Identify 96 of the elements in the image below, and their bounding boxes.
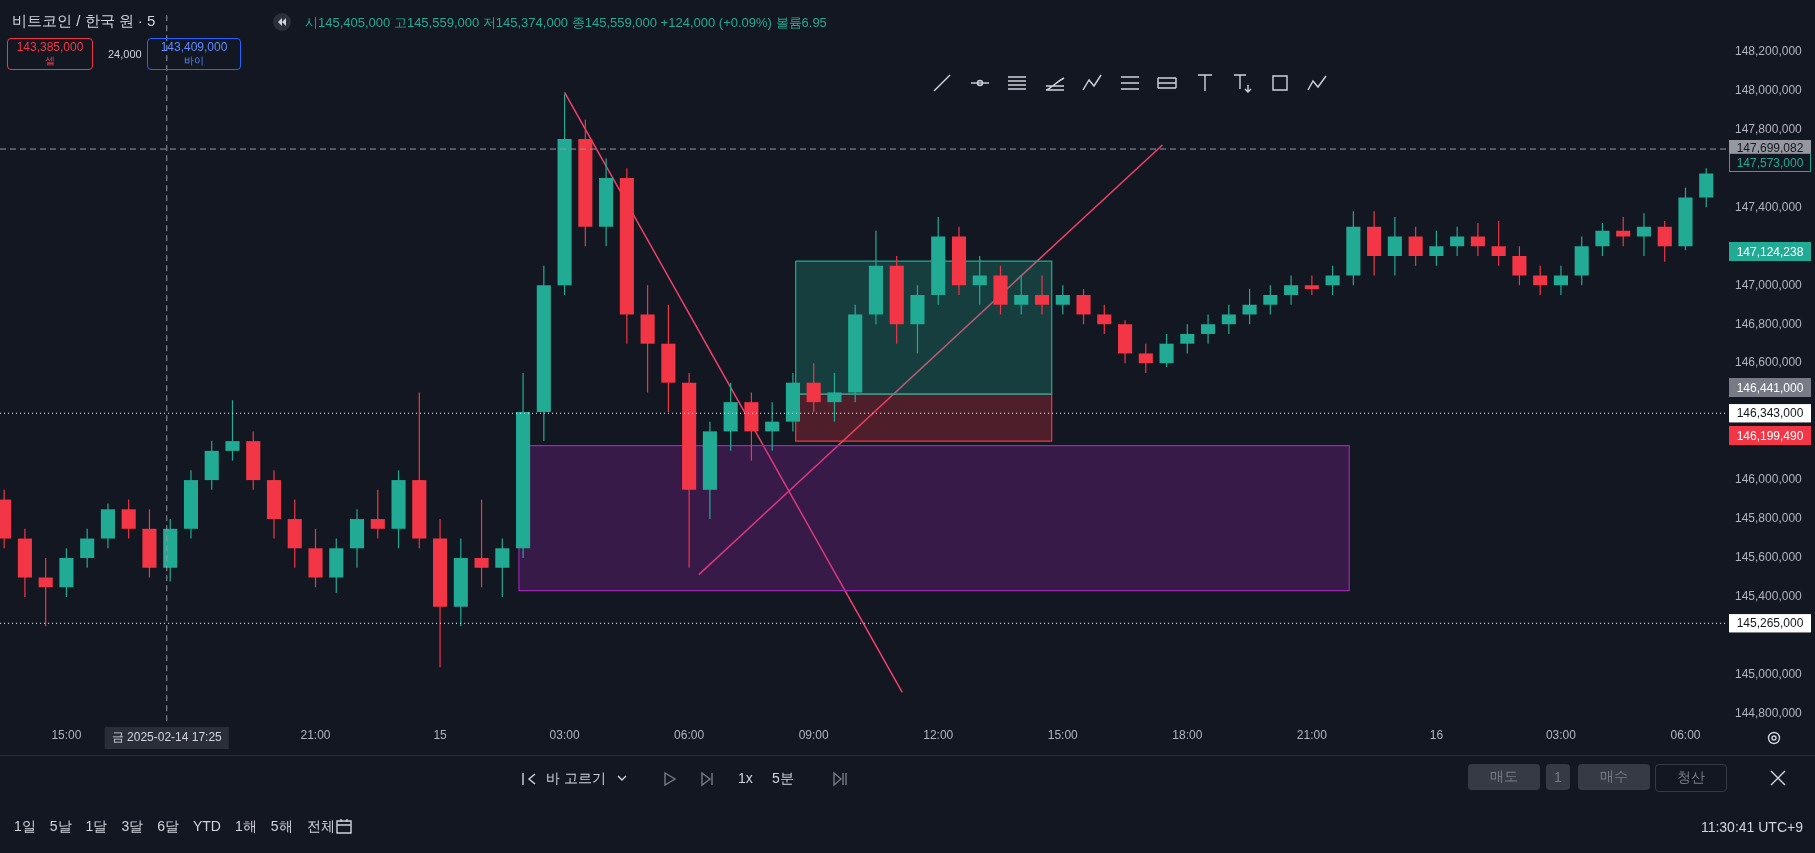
- candlestick: [80, 528, 95, 569]
- y-tick-label: 146,800,000: [1735, 316, 1803, 331]
- text: 147,124,238: [1729, 242, 1811, 261]
- text: 146,441,000: [1729, 378, 1811, 397]
- candlestick: [225, 399, 240, 462]
- candlestick: [1034, 274, 1050, 316]
- text: 매도: [1468, 764, 1540, 790]
- candlestick: [1284, 274, 1299, 306]
- x-tick-label: 15:00: [51, 727, 82, 742]
- x-tick-label: 16: [1429, 727, 1444, 742]
- text: 1x: [738, 770, 753, 786]
- candlestick: [1014, 274, 1029, 316]
- text: 바 고르기: [546, 770, 606, 788]
- ref-line-label: 금 2025-02-14 17:25: [111, 730, 223, 745]
- candlestick: [1491, 220, 1506, 267]
- text: 5해: [270, 818, 293, 836]
- y-tick-label: 147,800,000: [1735, 121, 1803, 136]
- annotation: 143,385,000: [16, 40, 84, 54]
- candlestick: [1429, 230, 1444, 267]
- annotation: 바이: [184, 54, 204, 68]
- x-tick-label: 15: [433, 727, 448, 742]
- x-tick-label: 21:00: [300, 727, 331, 742]
- candlestick: [1263, 284, 1278, 316]
- candlestick: [1699, 167, 1714, 208]
- text: 147,573,000: [1736, 155, 1804, 170]
- y-tick-label: 148,000,000: [1735, 82, 1803, 97]
- x-tick-label: 18:00: [1172, 727, 1203, 742]
- x-tick-label: 03:00: [549, 727, 580, 742]
- text: 1해: [234, 818, 257, 836]
- candlestick: [1533, 265, 1548, 296]
- text: 6달: [157, 818, 179, 836]
- text: 1: [1546, 764, 1570, 790]
- ref-line-label: 146,343,000: [1736, 405, 1804, 420]
- chart-subtitle: 시145,405,000 고145,559,000 저145,374,000 종145,559,000 +124,000 (+0.09%) 볼륨6.95: [305, 14, 827, 32]
- chart-title: 비트코인 / 한국 원 · 5: [12, 12, 156, 31]
- text: 전체: [306, 818, 335, 836]
- x-tick-label: 15:00: [1047, 727, 1079, 742]
- candlestick: [1470, 222, 1485, 257]
- ref-line-label: 147,699,082: [1736, 141, 1804, 156]
- x-tick-label: 09:00: [798, 727, 830, 742]
- annotation: 143,409,000: [160, 40, 228, 54]
- y-tick-label: 147,000,000: [1735, 277, 1803, 292]
- x-tick-label: 21:00: [1296, 727, 1328, 742]
- candlestick: [1076, 288, 1091, 325]
- candlestick: [1201, 313, 1216, 345]
- candlestick: [1657, 220, 1672, 263]
- candlestick: [495, 537, 510, 598]
- candlestick: [1616, 216, 1631, 247]
- ref-line-label: 145,265,000: [1736, 615, 1804, 630]
- annotation: 24,000: [108, 48, 142, 60]
- candlestick: [370, 489, 385, 540]
- candlestick: [1553, 265, 1568, 296]
- text: 3달: [121, 818, 144, 836]
- candlestick: [1325, 265, 1340, 296]
- candlestick: [765, 401, 780, 452]
- candlestick: [1055, 284, 1070, 316]
- y-tick-label: 147,400,000: [1735, 199, 1803, 214]
- y-tick-label: 144,800,000: [1735, 706, 1803, 721]
- y-tick-label: 148,200,000: [1735, 43, 1803, 58]
- text: 1달: [85, 818, 108, 836]
- candlestick: [1636, 212, 1652, 257]
- x-tick-label: 12:00: [923, 727, 954, 742]
- text: 매수: [1578, 764, 1650, 790]
- candlestick: [1221, 304, 1236, 335]
- text: YTD: [192, 818, 221, 836]
- y-tick-label: 145,000,000: [1735, 667, 1803, 682]
- y-tick-label: 145,800,000: [1735, 511, 1803, 526]
- x-tick-label: 03:00: [1545, 727, 1577, 742]
- candlestick: [1138, 343, 1153, 374]
- annotation: 셀: [45, 54, 55, 68]
- candlestick: [121, 498, 136, 540]
- x-tick-label: 06:00: [674, 727, 705, 742]
- text: 11:30:41 UTC+9: [1700, 819, 1803, 835]
- candlestick: [1512, 245, 1527, 286]
- candlestick: [474, 498, 489, 588]
- text: 1일: [14, 818, 36, 836]
- y-tick-label: 145,600,000: [1735, 550, 1803, 565]
- x-tick-label: 06:00: [1670, 727, 1701, 742]
- text: 5날: [49, 818, 72, 836]
- y-tick-label: 146,000,000: [1735, 472, 1803, 487]
- candlestick: [38, 557, 53, 627]
- candlestick: [1097, 304, 1112, 335]
- text: 청산: [1655, 764, 1727, 792]
- candlestick: [1387, 216, 1402, 277]
- candlestick: [806, 362, 821, 413]
- candlestick: [1180, 323, 1195, 355]
- candlestick: [1450, 226, 1465, 257]
- candlestick: [1304, 274, 1319, 296]
- y-tick-label: 146,600,000: [1735, 355, 1803, 370]
- text: 146,199,490: [1729, 426, 1811, 445]
- candlestick: [1408, 226, 1423, 267]
- y-tick-label: 145,400,000: [1735, 589, 1803, 604]
- candlestick: [1242, 288, 1257, 325]
- candlestick: [1595, 222, 1610, 257]
- text: 5분: [772, 770, 794, 788]
- candlestick: [1159, 333, 1174, 368]
